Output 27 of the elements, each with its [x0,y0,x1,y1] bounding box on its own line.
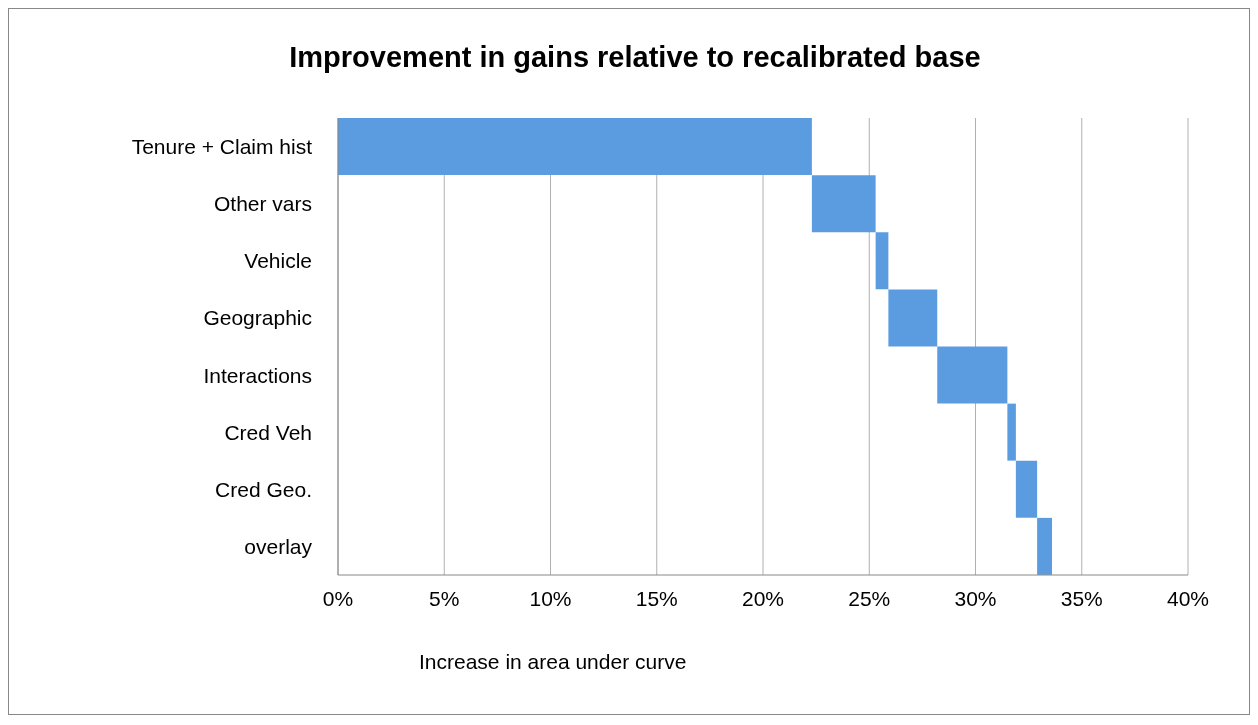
y-tick-label: Vehicle [244,249,312,273]
chart-title: Improvement in gains relative to recalibrated base [288,41,982,74]
bar [1015,460,1038,518]
x-tick-label: 40% [1166,586,1210,610]
y-tick-label: Cred Geo. [215,477,312,501]
x-tick-label: 0% [322,586,354,610]
y-tick-label: Cred Veh [224,420,312,444]
x-tick-label: 5% [429,586,460,610]
y-tick-label: Interactions [203,363,312,387]
y-tick-label: Tenure + Claim hist [131,135,313,159]
x-tick-label: 30% [954,586,997,610]
y-tick-label: Geographic [203,306,312,330]
y-tick-label: overlay [244,534,313,558]
x-tick-label: 35% [1060,586,1103,610]
bar [811,175,876,233]
bar [1037,517,1052,575]
bar [875,232,889,290]
bar [338,118,812,175]
bar [937,346,1008,404]
y-tick-label: Other vars [213,192,312,216]
bar [888,289,938,347]
x-tick-label: 10% [529,586,572,610]
x-tick-label: 25% [848,586,891,610]
x-tick-label: 20% [741,586,785,610]
bar [1007,403,1016,461]
x-tick-label: 15% [635,586,678,610]
x-axis-title: Increase in area under curve [419,650,687,674]
